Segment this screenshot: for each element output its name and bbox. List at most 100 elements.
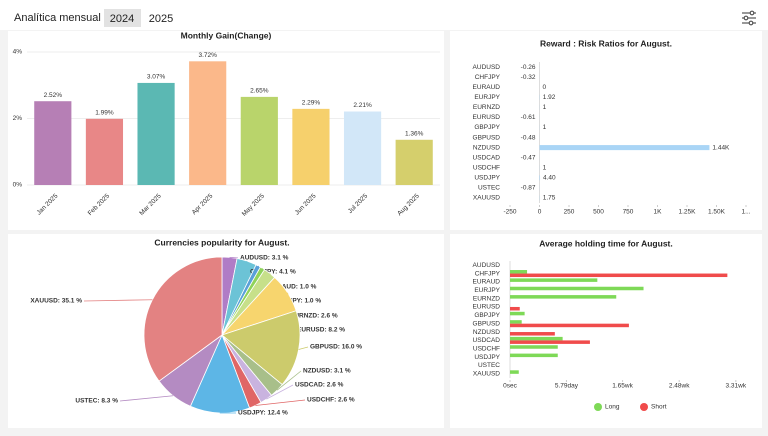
chart-title: Currencies popularity for August. [154,237,289,247]
chart-title: Monthly Gain(Change) [181,30,272,40]
y-tick-label: EURAUD [473,279,501,286]
tab-bg[interactable] [104,9,141,27]
tab[interactable]: 2024 [110,13,134,25]
x-tick-label: 1.65wk [612,383,633,390]
data-label: 2.29% [302,100,321,107]
bar [189,61,227,186]
x-tick-label: 2.48wk [669,383,690,390]
x-tick-label: 0sec [503,383,517,390]
data-label: 1.92 [543,94,556,101]
data-label: -0.48 [521,134,536,141]
tab[interactable]: 2025 [149,13,173,25]
x-tick-label: 1K [654,209,663,216]
data-label: 0 [543,84,547,91]
bar [510,320,522,324]
bar [395,139,433,185]
chart-title: Reward : Risk Ratios for August. [540,38,672,48]
data-label: XAUUSD: 35.1 % [30,298,82,305]
leader-line [119,395,174,402]
bar [510,332,555,336]
y-tick-label: GBPJPY [474,312,500,319]
header-title: Analítica mensual [14,12,101,24]
y-tick-label: EURJPY [474,287,500,294]
y-tick-label: EURNZD [473,295,500,302]
y-tick-label: USDJPY [474,175,500,182]
data-label: 1.44K [712,144,730,151]
y-tick-label: EURUSD [473,304,501,311]
y-tick-label: USTEC [478,362,500,369]
data-label: 4.40 [543,175,556,182]
data-label: USTEC: 8.3 % [75,398,118,405]
y-tick-label: NZDUSD [473,329,500,336]
data-label: 1.75 [543,195,556,202]
y-tick-label: 0% [13,182,23,189]
x-tick-label: 250 [564,209,575,216]
y-tick-label: EURAUD [473,84,501,91]
data-label: 2.52% [44,92,63,99]
y-tick-label: 4% [13,49,23,56]
pie-slice [221,310,301,386]
x-tick-label: 750 [623,209,634,216]
x-tick-label: 0 [538,209,542,216]
filter-icon[interactable] [742,10,756,26]
leader-line [276,370,302,391]
leader-line [255,399,306,406]
panel [450,31,762,230]
bar [510,336,563,341]
y-tick-label: GBPUSD [473,134,501,141]
bar [510,345,558,349]
bar [510,286,644,291]
leader-line [266,384,294,400]
leader-line [229,256,239,259]
x-tick-label: 1... [741,209,750,216]
data-label: -0.61 [521,114,536,121]
data-label: -0.87 [521,185,536,192]
leader-line [83,299,153,302]
legend-label: Long [605,404,620,411]
data-label: -0.32 [521,74,536,81]
y-tick-label: XAUUSD [473,371,500,378]
data-label: -0.47 [521,154,536,161]
y-tick-label: EURJPY [474,94,500,101]
y-tick-label: USDCAD [473,337,501,344]
x-tick-label: 500 [593,209,604,216]
x-tick-label: 5.79day [555,383,579,390]
y-tick-label: USTEC [478,185,500,192]
data-label: 1 [543,124,547,131]
bar [510,370,519,374]
data-label: 2.21% [353,102,372,109]
bar [510,270,528,274]
data-label: USDJPY: 12.4 % [238,410,288,417]
data-label: EURJPY: 1.0 % [275,298,321,305]
data-label: GBPUSD: 16.0 % [310,344,362,351]
bar [510,323,629,328]
leader-line [298,346,309,350]
y-tick-label: USDCHF [473,164,500,171]
data-label: CHFJPY: 4.1 % [250,269,296,276]
y-tick-label: CHFJPY [475,74,501,81]
x-tick-label: 3.31wk [726,383,747,390]
legend-swatch [594,403,602,411]
y-tick-label: USDCAD [473,154,501,161]
y-tick-label: GBPJPY [474,124,500,131]
pie-slice [143,256,223,382]
data-label: 3.07% [147,74,166,81]
data-label: USDCHF: 2.6 % [307,397,355,404]
bar [240,96,278,185]
bar [510,273,728,278]
y-tick-label: XAUUSD [473,195,500,202]
bar [85,118,124,185]
y-tick-label: AUDUSD [473,64,501,71]
data-label: 3.72% [198,52,217,59]
x-tick-label: 1.25K [679,209,697,216]
bar [343,111,382,185]
y-tick-label: GBPUSD [473,320,501,327]
data-label: AUDUSD: 3.1 % [240,255,289,262]
y-tick-label: AUDUSD [473,262,501,269]
bar [510,353,558,358]
bar [510,306,520,311]
bar [510,311,525,316]
panel [450,234,762,428]
x-tick-label: 1.50K [708,209,726,216]
data-label: 1 [543,104,547,111]
